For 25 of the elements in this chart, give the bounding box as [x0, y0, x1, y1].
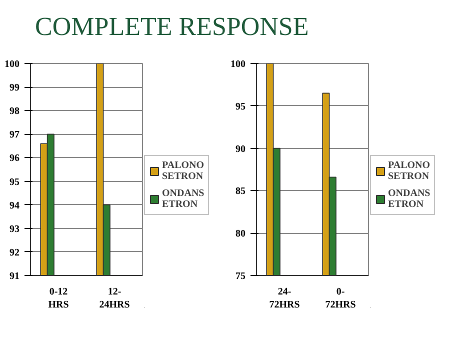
- y-tick-label: 75: [236, 271, 246, 282]
- y-tick-label: 93: [10, 224, 20, 235]
- y-tick-label: 97: [10, 130, 20, 141]
- y-tick-label: 100: [230, 59, 246, 70]
- y-tick-label: 96: [10, 153, 20, 164]
- legend-label: PALONO SETRON: [388, 160, 430, 182]
- x-tick-label: 12- 24HRS: [99, 286, 130, 311]
- legend-label: PALONO SETRON: [162, 160, 204, 182]
- y-tick-label: 85: [236, 186, 246, 198]
- y-tick-label: 100: [4, 59, 20, 70]
- legend-label: ONDANS ETRON: [388, 188, 430, 210]
- y-tick-label: 91: [10, 271, 20, 282]
- y-tick-label: 95: [10, 176, 20, 188]
- y-tick-label: 95: [236, 101, 246, 112]
- x-tick-label: 24- 72HRS: [269, 286, 300, 311]
- legend-label: ONDANS ETRON: [162, 188, 204, 210]
- y-tick-label: 80: [236, 228, 246, 240]
- y-tick-label: 94: [10, 200, 20, 212]
- x-tick-label: 0-12 HRS: [48, 286, 70, 311]
- chart-title: COMPLETE RESPONSE: [35, 11, 309, 43]
- x-tick-label: 0- 72HRS: [325, 286, 356, 311]
- y-tick-label: 92: [10, 247, 20, 258]
- y-tick-label: 99: [10, 82, 20, 94]
- y-tick-label: 90: [236, 144, 246, 155]
- y-tick-label: 98: [10, 106, 20, 118]
